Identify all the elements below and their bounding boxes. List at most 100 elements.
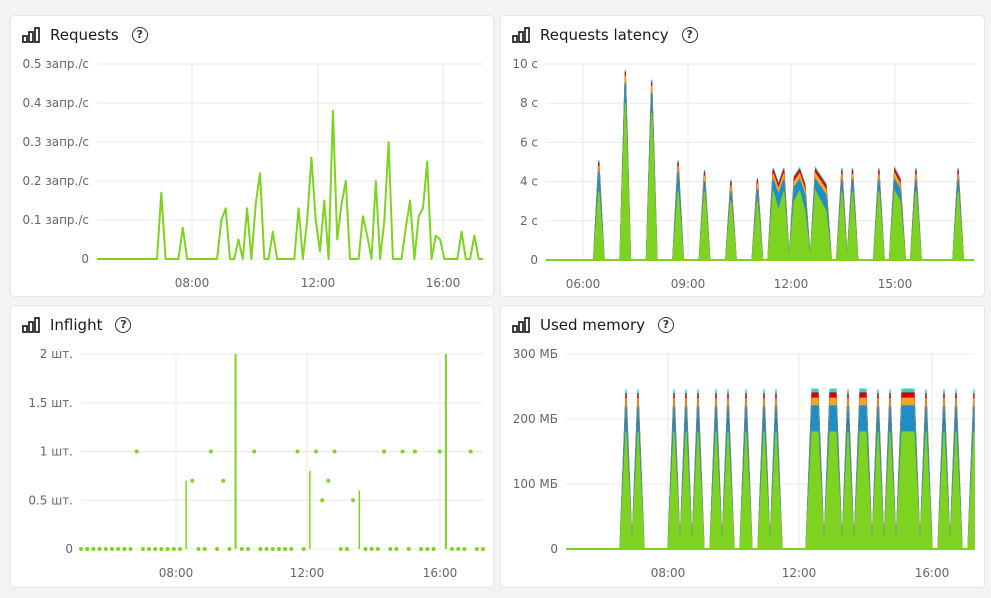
series-line: [97, 109, 483, 260]
y-tick-label: 100 МБ: [513, 477, 558, 491]
panel-title: Used memory: [540, 316, 645, 334]
data-point: [456, 547, 461, 551]
data-point: [270, 547, 275, 551]
data-point: [400, 449, 405, 454]
help-icon[interactable]: ?: [658, 317, 674, 333]
panel-title: Inflight: [50, 316, 103, 334]
data-point: [283, 547, 288, 551]
data-point: [289, 547, 294, 551]
data-point: [109, 547, 114, 551]
x-tick-label: 06:00: [566, 277, 601, 291]
used-memory-panel: Used memory ? 300 МБ 200 МБ 100 МБ 0 08:00 12…: [500, 305, 985, 588]
data-point: [122, 547, 127, 551]
y-tick-label: 200 МБ: [513, 412, 558, 426]
data-point: [462, 547, 467, 551]
x-tick-label: 09:00: [671, 277, 706, 291]
y-tick-label: 0.5 шт.: [28, 493, 73, 507]
y-tick-label: 0: [530, 253, 538, 267]
data-point: [147, 547, 152, 551]
y-tick-label: 4 с: [520, 175, 538, 189]
x-tick-label: 08:00: [159, 566, 194, 580]
requests-latency-panel: Requests latency ? 10 с 8 с 6 с 4 с 2 с 0 06:0…: [500, 15, 985, 297]
data-point: [171, 547, 176, 551]
data-point: [190, 478, 195, 483]
requests-latency-chart: 10 с 8 с 6 с 4 с 2 с 0 06:00 09:00 12:00 15:00: [512, 57, 974, 291]
data-point: [326, 478, 331, 483]
data-point: [239, 547, 244, 551]
y-tick-label: 8 с: [520, 96, 538, 110]
help-icon[interactable]: ?: [115, 317, 132, 333]
data-point: [320, 498, 325, 503]
inflight-panel: Inflight ? 2 шт. 1.5 шт. 1 шт. 0.5 шт. 0 08:0…: [10, 305, 494, 588]
data-point: [252, 449, 257, 454]
data-point: [196, 547, 201, 551]
data-point: [79, 547, 83, 551]
data-point: [332, 449, 337, 454]
data-point: [140, 547, 145, 551]
y-tick-label: 0: [81, 252, 89, 266]
data-point: [388, 547, 393, 551]
data-point: [165, 547, 170, 551]
help-icon[interactable]: ?: [681, 27, 698, 43]
x-tick-label: 12:00: [774, 277, 809, 291]
data-point: [406, 547, 411, 551]
panel-header: Requests latency ?: [511, 24, 698, 46]
panel-header: Requests ?: [21, 24, 148, 46]
x-tick-label: 16:00: [423, 566, 458, 580]
data-point: [481, 547, 485, 551]
data-point: [245, 547, 250, 551]
data-point: [301, 547, 306, 551]
data-point: [159, 547, 164, 551]
y-tick-label: 0.2 запр./с: [22, 174, 89, 188]
x-tick-label: 12:00: [290, 566, 325, 580]
requests-chart: 0.5 запр./с 0.4 запр./с 0.3 запр./с 0.2 зап…: [22, 57, 483, 290]
data-point: [394, 547, 399, 551]
panel-title: Requests: [50, 26, 119, 44]
y-tick-label: 2 шт.: [40, 347, 73, 361]
x-tick-label: 12:00: [301, 276, 336, 290]
data-point: [425, 547, 430, 551]
bar-chart-icon: [22, 27, 40, 43]
data-point: [450, 547, 455, 551]
data-point: [85, 547, 90, 551]
requests-panel: Requests ? 0.5 запр./с 0.4 запр./с 0.3 зап…: [10, 15, 494, 297]
data-point: [382, 449, 387, 454]
inflight-chart: 2 шт. 1.5 шт. 1 шт. 0.5 шт. 0 08:00 12:00 16:00: [28, 347, 485, 580]
panel-header: Inflight ?: [21, 314, 132, 336]
data-point: [177, 547, 182, 551]
y-tick-label: 0.4 запр./с: [22, 96, 89, 110]
data-point: [419, 547, 424, 551]
y-tick-label: 10 с: [512, 57, 538, 71]
data-point: [276, 547, 281, 551]
data-point: [468, 449, 473, 454]
data-point: [363, 547, 368, 551]
x-tick-label: 15:00: [878, 277, 913, 291]
data-point: [215, 547, 220, 551]
help-icon[interactable]: ?: [131, 27, 148, 43]
y-tick-label: 0: [550, 542, 558, 556]
data-point: [258, 547, 263, 551]
data-point: [128, 547, 133, 551]
data-point: [314, 449, 319, 454]
data-point: [351, 498, 356, 503]
y-tick-label: 2 с: [520, 214, 538, 228]
data-point: [97, 547, 102, 551]
panel-title: Requests latency: [540, 26, 669, 44]
data-point: [338, 547, 343, 551]
y-tick-label: 300 МБ: [513, 347, 558, 361]
data-point: [431, 547, 436, 551]
series-area: [566, 431, 975, 550]
data-point: [202, 547, 207, 551]
y-tick-label: 0: [65, 542, 73, 556]
data-point: [437, 449, 442, 454]
data-point: [153, 547, 158, 551]
data-point: [103, 547, 108, 551]
data-point: [375, 547, 380, 551]
data-point: [344, 547, 349, 551]
data-point: [264, 547, 269, 551]
data-point: [91, 547, 96, 551]
x-tick-label: 16:00: [426, 276, 461, 290]
data-point: [116, 547, 121, 551]
bar-chart-icon: [512, 27, 530, 43]
data-point: [208, 449, 213, 454]
